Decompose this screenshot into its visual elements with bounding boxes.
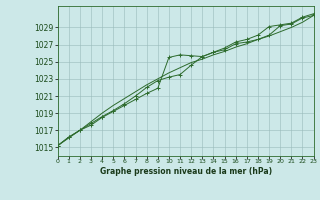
X-axis label: Graphe pression niveau de la mer (hPa): Graphe pression niveau de la mer (hPa) bbox=[100, 167, 272, 176]
